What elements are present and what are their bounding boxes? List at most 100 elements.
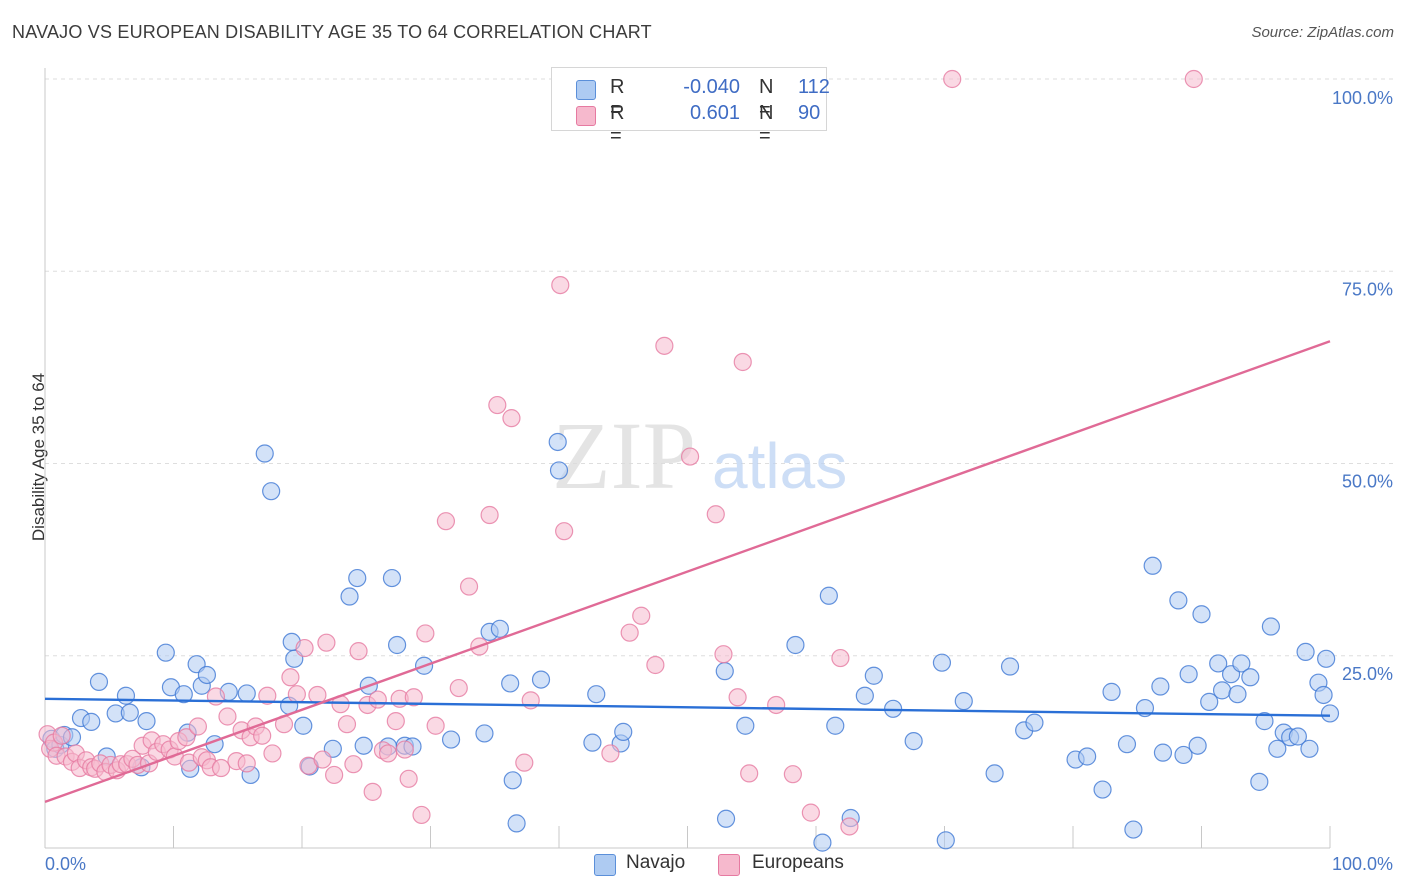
navajo-point [490, 619, 509, 638]
navajo-point [1209, 654, 1228, 673]
navajo-trend-line [44, 697, 1331, 717]
europeans-point [801, 803, 820, 822]
europeans-point [706, 505, 725, 524]
europeans-point [52, 726, 71, 745]
europeans-point [363, 782, 382, 801]
europeans-point [840, 817, 859, 836]
europeans-point [399, 769, 418, 788]
navajo-point [294, 716, 313, 735]
navajo-point [716, 809, 736, 828]
navajo-point [1169, 591, 1188, 610]
navajo-point [1241, 668, 1260, 687]
navajo-point [549, 461, 569, 480]
navajo-point [936, 831, 955, 850]
navajo-point [904, 732, 923, 751]
navajo-point [1179, 665, 1198, 684]
navajo-point [503, 771, 522, 790]
r-label: R = [610, 102, 625, 147]
navajo-legend-label: Navajo [626, 852, 686, 873]
europeans-point [177, 728, 196, 747]
navajo-point [1174, 745, 1193, 765]
europeans-point [655, 336, 674, 355]
navajo-point [387, 635, 407, 655]
navajo-point [1314, 685, 1333, 705]
navajo-point [1025, 713, 1044, 732]
europeans-point [412, 805, 431, 825]
europeans-point [263, 744, 282, 763]
europeans-point [237, 754, 256, 773]
europeans-point [325, 765, 344, 785]
europeans-point [620, 623, 639, 642]
navajo-point [197, 665, 217, 685]
navajo-point [354, 736, 373, 755]
navajo-point [507, 814, 526, 833]
navajo-point [1153, 743, 1173, 762]
navajo-point [137, 712, 156, 731]
watermark: ZIP atlas [552, 402, 847, 509]
europeans-point [206, 687, 226, 706]
navajo-point [548, 432, 567, 452]
navajo-point [587, 685, 606, 704]
navajo-legend-swatch [594, 854, 616, 876]
navajo-point [583, 733, 602, 752]
europeans-point [1184, 69, 1203, 89]
navajo-swatch [576, 80, 596, 100]
navajo-point [1124, 820, 1143, 839]
n-label: N = [759, 76, 774, 121]
navajo-point [715, 662, 734, 681]
europeans-point [831, 648, 850, 668]
europeans-point [426, 716, 445, 735]
navajo-point [1093, 780, 1112, 799]
europeans-point [728, 688, 747, 707]
navajo-point [120, 703, 139, 722]
navajo-point [340, 587, 359, 606]
europeans-point [349, 642, 368, 661]
grid-lines [45, 78, 1394, 657]
europeans-point [502, 409, 521, 428]
europeans-point [188, 717, 208, 736]
europeans-trend-line [44, 340, 1331, 803]
navajo-point [116, 686, 136, 705]
navajo-point [1288, 727, 1307, 746]
navajo-point [614, 722, 633, 741]
navajo-point [1300, 739, 1319, 758]
navajo-point [826, 716, 845, 735]
chart-title: NAVAJO VS EUROPEAN DISABILITY AGE 35 TO … [12, 22, 652, 42]
y-tick-label: 75.0% [1342, 279, 1393, 299]
navajo-point [82, 712, 101, 731]
navajo-point [1151, 677, 1170, 696]
r-value: 0.601 [689, 102, 740, 124]
navajo-point [1232, 654, 1251, 673]
navajo-point [864, 666, 883, 685]
navajo-point [348, 568, 367, 588]
navajo-point [441, 730, 461, 749]
navajo-point [1212, 681, 1232, 700]
navajo-point [819, 586, 838, 605]
y-tick-label: 50.0% [1342, 472, 1393, 492]
europeans-point [258, 686, 277, 705]
europeans-point [783, 765, 802, 784]
europeans-legend-label: Europeans [752, 852, 844, 873]
europeans-point [733, 352, 752, 372]
n-value: 90 [798, 102, 821, 124]
europeans-point [680, 447, 700, 466]
europeans-point [344, 755, 363, 774]
navajo-point [1317, 649, 1336, 668]
navajo-point [382, 568, 402, 588]
source-label: Source: ZipAtlas.com [1251, 24, 1394, 41]
navajo-point [736, 716, 755, 735]
europeans-point [488, 395, 507, 415]
europeans-point [714, 645, 733, 664]
navajo-point [475, 724, 494, 743]
navajo-point [985, 764, 1004, 783]
navajo-point [813, 833, 832, 852]
europeans-point [211, 758, 231, 778]
navajo-point [1102, 682, 1121, 701]
europeans-point [386, 712, 405, 731]
navajo-point [501, 674, 520, 693]
axes [44, 68, 1331, 849]
navajo-point [1000, 657, 1020, 676]
navajo-point [1117, 735, 1137, 754]
navajo-point [262, 482, 281, 501]
